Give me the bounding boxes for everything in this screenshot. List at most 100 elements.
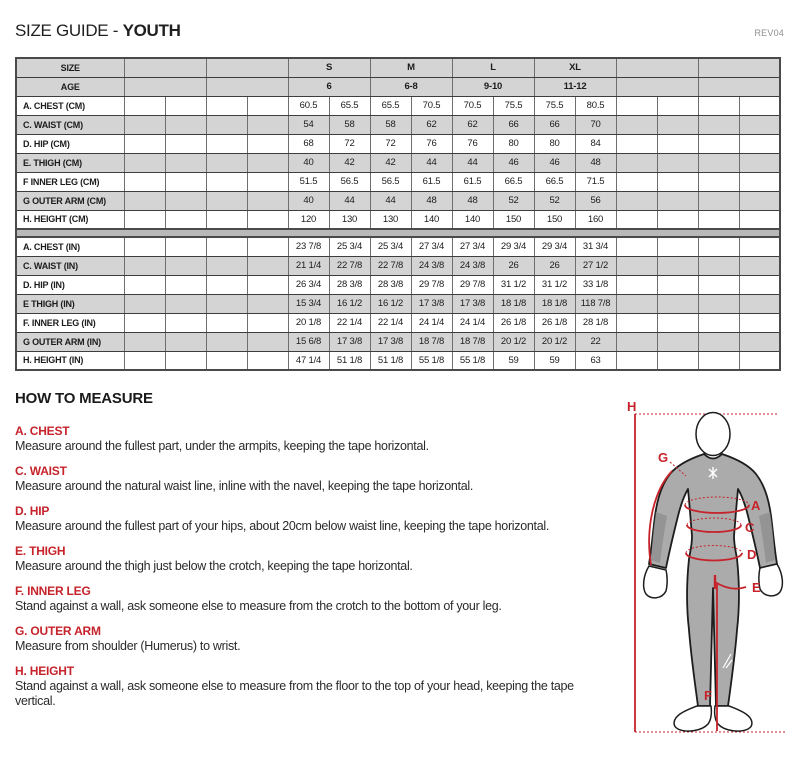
size-value: S	[287, 57, 371, 78]
empty-cell	[656, 236, 699, 257]
measurement-value: 66.5	[492, 171, 535, 192]
empty-cell	[656, 274, 699, 295]
empty-cell	[246, 171, 289, 192]
empty-cell	[615, 152, 658, 173]
measurement-value: 65.5	[369, 95, 412, 116]
empty-cell	[246, 331, 289, 352]
empty-cell	[123, 209, 166, 230]
empty-cell	[697, 274, 740, 295]
divider-cell	[15, 228, 781, 238]
measurement-value: 24 1/4	[451, 312, 494, 333]
empty-cell	[164, 274, 207, 295]
size-value: 9-10	[451, 76, 535, 97]
measurement-value: 56	[574, 190, 617, 211]
measurement-value: 150	[533, 209, 576, 230]
figure-hand-left	[642, 565, 668, 599]
measurement-value: 66	[533, 114, 576, 135]
row-label: G OUTER ARM (IN)	[15, 331, 125, 352]
measurement-value: 46	[533, 152, 576, 173]
row-label: C. WAIST (IN)	[15, 255, 125, 276]
empty-cell	[738, 190, 781, 211]
empty-cell	[205, 312, 248, 333]
how-to-measure-title: HOW TO MEASURE	[15, 390, 153, 407]
measure-item-outer-arm: G. OUTER ARM Measure from shoulder (Hume…	[15, 624, 615, 654]
measurement-value: 59	[533, 350, 576, 371]
empty-cell	[738, 171, 781, 192]
size-value: 11-12	[533, 76, 617, 97]
measurement-value: 66.5	[533, 171, 576, 192]
empty-cell	[164, 114, 207, 135]
measurement-value: 31 3/4	[574, 236, 617, 257]
empty-cell	[697, 331, 740, 352]
measurement-value: 24 3/8	[410, 255, 453, 276]
measurement-labels: H G A C D E F	[627, 399, 761, 703]
empty-cell	[656, 312, 699, 333]
size-table-wrap: SIZE S M L XL AGE 6 6-8 9-10 11-12 A. CHEST (CM) 60…	[15, 57, 782, 371]
table-row: G OUTER ARM (IN) 15 6/8 17 3/8 17 3/8 18 7/8…	[15, 331, 781, 352]
empty-cell	[656, 114, 699, 135]
figure-hand-right	[758, 563, 784, 597]
measurement-value: 118 7/8	[574, 293, 617, 314]
empty-cell	[164, 236, 207, 257]
measurement-value: 22 7/8	[328, 255, 371, 276]
measurement-value: 18 1/8	[533, 293, 576, 314]
figure-forearm-shade-right	[759, 512, 775, 563]
measurement-value: 29 3/4	[492, 236, 535, 257]
empty-cell	[697, 57, 781, 78]
measurement-value: 31 1/2	[533, 274, 576, 295]
measurement-value: 21 1/4	[287, 255, 330, 276]
empty-cell	[123, 171, 166, 192]
measurement-value: 56.5	[369, 171, 412, 192]
empty-cell	[123, 95, 166, 116]
figure-foot-left	[673, 705, 713, 732]
empty-cell	[164, 209, 207, 230]
measure-item-text: Measure around the natural waist line, i…	[15, 479, 474, 493]
measurement-value: 44	[369, 190, 412, 211]
measurement-value: 51.5	[287, 171, 330, 192]
row-label: H. HEIGHT (CM)	[15, 209, 125, 230]
height-guide-lines	[634, 413, 787, 733]
empty-cell	[205, 114, 248, 135]
table-row: H. HEIGHT (CM) 120 130 130 140 140 150 150 160	[15, 209, 781, 230]
measurement-value: 80.5	[574, 95, 617, 116]
figure-forearm-shade-left	[651, 512, 667, 563]
measure-item-heading: G. OUTER ARM	[15, 624, 101, 638]
page-title: SIZE GUIDE - YOUTH	[15, 21, 181, 41]
empty-cell	[738, 236, 781, 257]
measurement-value: 62	[451, 114, 494, 135]
measure-item-text: Measure around the fullest part of your …	[15, 519, 550, 533]
empty-cell	[697, 95, 740, 116]
measure-item-heading: A. CHEST	[15, 424, 70, 438]
measurement-value: 140	[410, 209, 453, 230]
empty-cell	[246, 133, 289, 154]
measurement-value: 130	[328, 209, 371, 230]
measurement-value: 48	[410, 190, 453, 211]
measure-item-heading: F. INNER LEG	[15, 584, 91, 598]
measurement-value: 22	[574, 331, 617, 352]
empty-cell	[246, 190, 289, 211]
empty-cell	[656, 95, 699, 116]
measurement-value: 71.5	[574, 171, 617, 192]
measurement-value: 63	[574, 350, 617, 371]
measurement-value: 160	[574, 209, 617, 230]
empty-cell	[123, 274, 166, 295]
empty-cell	[164, 312, 207, 333]
empty-cell	[246, 350, 289, 371]
empty-cell	[123, 255, 166, 276]
empty-cell	[656, 152, 699, 173]
empty-cell	[697, 190, 740, 211]
measurement-value: 22 7/8	[369, 255, 412, 276]
size-value: 6	[287, 76, 371, 97]
measurement-value: 27 1/2	[574, 255, 617, 276]
body-measurement-figure: H G A C D E F	[627, 399, 787, 733]
measurement-value: 26	[533, 255, 576, 276]
revision-label: REV04	[754, 28, 784, 38]
measurement-value: 29 3/4	[533, 236, 576, 257]
empty-cell	[656, 171, 699, 192]
empty-cell	[164, 350, 207, 371]
empty-cell	[205, 236, 248, 257]
empty-cell	[697, 114, 740, 135]
measurement-value: 17 3/8	[328, 331, 371, 352]
measurement-value: 66	[492, 114, 535, 135]
